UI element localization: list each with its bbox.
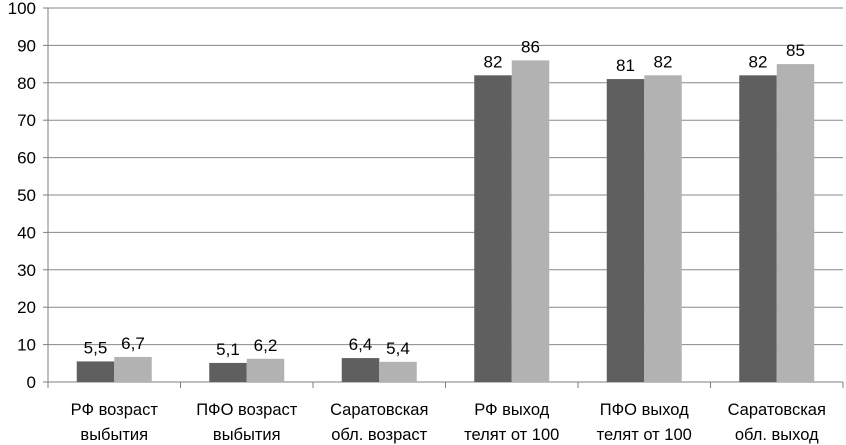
category-label: Саратовская обл. возраст	[330, 401, 428, 444]
bar	[606, 79, 645, 382]
bar	[246, 358, 285, 382]
category-label: РФ возраст выбытия	[71, 401, 159, 444]
bar	[474, 75, 512, 382]
y-tick-label: 0	[27, 373, 36, 392]
y-tick-label: 10	[17, 336, 36, 355]
y-tick-label: 20	[17, 298, 36, 317]
data-label: 82	[654, 52, 673, 71]
bar	[776, 64, 815, 382]
data-label: 82	[749, 52, 768, 71]
bar	[341, 358, 380, 382]
y-tick-label: 40	[17, 223, 36, 242]
category-label: ПФО возраст выбытия	[196, 401, 298, 444]
bar	[379, 361, 417, 382]
y-tick-label: 50	[17, 186, 36, 205]
bar	[511, 60, 550, 383]
data-label: 6,2	[254, 336, 278, 355]
y-tick-label: 60	[17, 149, 36, 168]
bar	[644, 75, 682, 382]
data-label: 5,1	[216, 340, 240, 359]
data-label: 6,7	[121, 334, 145, 353]
y-tick-label: 70	[17, 111, 36, 130]
y-tick-label: 30	[17, 261, 36, 280]
bar	[76, 361, 115, 382]
bars	[76, 60, 815, 383]
data-label: 82	[484, 52, 503, 71]
bar	[209, 362, 247, 382]
y-tick-label: 90	[17, 36, 36, 55]
data-label: 85	[786, 41, 805, 60]
data-label: 5,4	[386, 339, 410, 358]
data-label: 86	[521, 37, 540, 56]
category-label: ПФО выход телят от 100	[597, 401, 692, 444]
bar	[739, 75, 777, 382]
y-tick-label: 100	[8, 0, 36, 18]
y-tick-label: 80	[17, 74, 36, 93]
category-label: РФ выход телят от 100	[464, 401, 559, 444]
bar	[114, 356, 152, 382]
gridlines	[48, 7, 843, 346]
data-labels: 5,5 6,7 5,1 6,2 6,4 5,4 82 86 81 82 82 85	[84, 37, 805, 359]
category-label: Саратовская обл. выход	[728, 401, 826, 444]
category-labels: РФ возраст выбытия ПФО возраст выбытия Сарат…	[71, 401, 826, 444]
data-label: 6,4	[349, 335, 373, 354]
axes	[43, 7, 844, 388]
data-label: 81	[616, 56, 635, 75]
y-tick-labels: 0 10 20 30 40 50 60 70 80 90 100	[8, 0, 36, 392]
data-label: 5,5	[84, 338, 108, 357]
